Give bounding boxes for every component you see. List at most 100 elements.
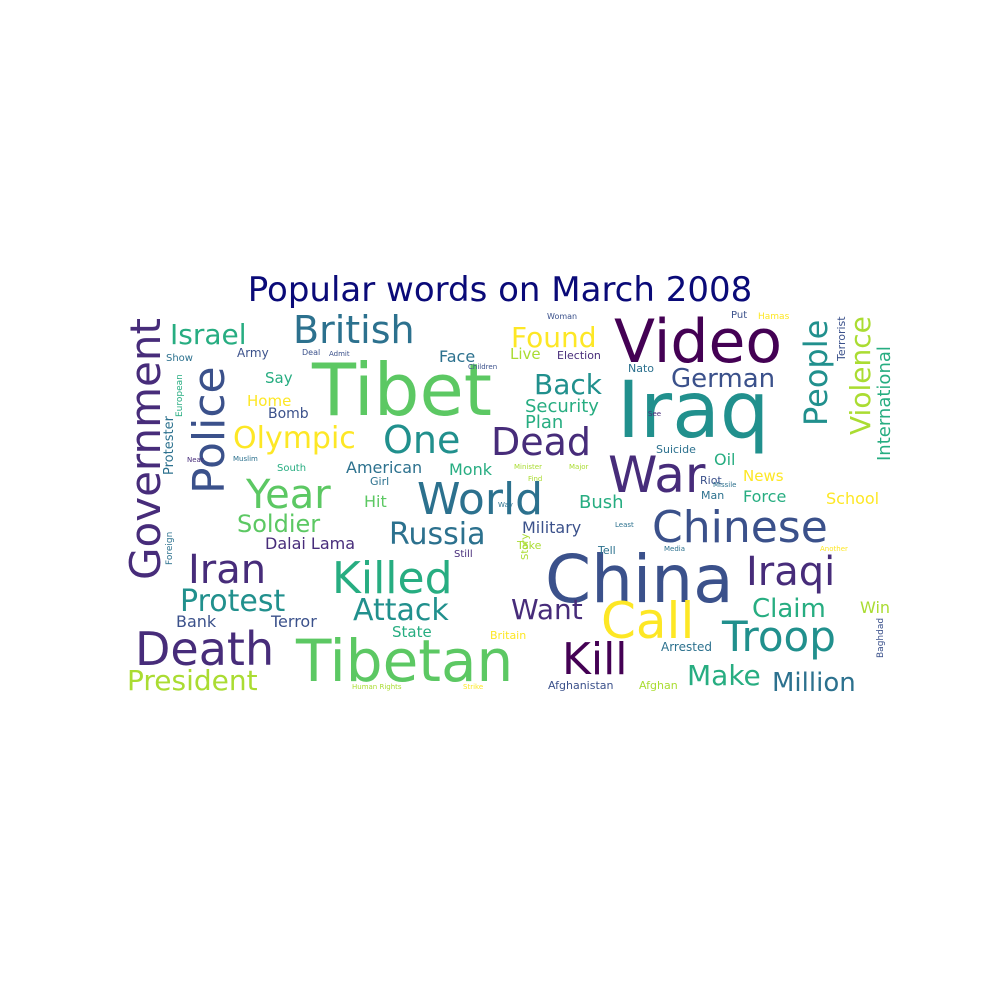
word-still: Still bbox=[454, 549, 473, 560]
word-make: Make bbox=[687, 659, 761, 692]
word-british: British bbox=[293, 308, 415, 352]
word-foreign: Foreign bbox=[165, 531, 175, 565]
word-international: International bbox=[874, 346, 895, 461]
word-army: Army bbox=[237, 346, 269, 360]
word-way: Way bbox=[498, 501, 513, 509]
word-terrorist: Terrorist bbox=[835, 316, 848, 361]
word-home: Home bbox=[247, 392, 292, 410]
word-american: American bbox=[346, 458, 423, 477]
word-minister: Minister bbox=[514, 463, 542, 471]
word-attack: Attack bbox=[353, 593, 449, 628]
word-missile: Missile bbox=[713, 481, 737, 489]
word-iraq: Iraq bbox=[617, 366, 770, 456]
word-israel: Israel bbox=[170, 318, 247, 351]
word-hamas: Hamas bbox=[758, 312, 790, 322]
word-afghan: Afghan bbox=[639, 679, 678, 692]
word-afghanistan: Afghanistan bbox=[548, 679, 614, 692]
word-least: Least bbox=[615, 521, 634, 529]
word-government: Government bbox=[121, 318, 170, 580]
word-tibetan: Tibetan bbox=[296, 627, 514, 695]
word-arrested: Arrested bbox=[661, 640, 712, 654]
word-terror: Terror bbox=[271, 612, 317, 631]
word-iran: Iran bbox=[188, 547, 267, 593]
word-bank: Bank bbox=[176, 612, 217, 631]
word-nato: Nato bbox=[628, 362, 655, 375]
word-say: Say bbox=[265, 369, 293, 387]
word-found: Found bbox=[511, 321, 597, 354]
word-near: Near bbox=[187, 456, 204, 464]
word-girl: Girl bbox=[370, 475, 390, 488]
word-bomb: Bomb bbox=[268, 406, 309, 422]
word-european: European bbox=[175, 374, 185, 417]
word-show: Show bbox=[166, 353, 193, 364]
word-tibet: Tibet bbox=[312, 348, 492, 432]
word-killed: Killed bbox=[332, 553, 453, 604]
word-election: Election bbox=[557, 349, 601, 362]
word-russia: Russia bbox=[389, 517, 486, 552]
word-monk: Monk bbox=[449, 460, 492, 479]
word-world: World bbox=[417, 474, 544, 525]
word-iraqi: Iraqi bbox=[746, 549, 836, 595]
word-win: Win bbox=[860, 598, 891, 617]
word-take: Take bbox=[517, 539, 542, 552]
word-media: Media bbox=[664, 545, 686, 553]
word-state: State bbox=[392, 623, 432, 641]
word-claim: Claim bbox=[752, 594, 826, 624]
word-woman: Woman bbox=[547, 312, 578, 321]
word-olympic: Olympic bbox=[233, 421, 356, 456]
word-deal: Deal bbox=[302, 348, 321, 357]
word-find: Find bbox=[528, 475, 543, 483]
word-force: Force bbox=[743, 487, 787, 506]
word-britain: Britain bbox=[490, 629, 527, 642]
word-human-rights: Human Rights bbox=[352, 683, 402, 691]
word-police: Police bbox=[184, 366, 235, 494]
word-strike: Strike bbox=[463, 683, 484, 691]
word-video: Video bbox=[614, 307, 783, 377]
word-school: School bbox=[826, 489, 880, 508]
word-war: War bbox=[608, 446, 706, 504]
word-violence: Violence bbox=[844, 316, 877, 435]
word-year: Year bbox=[246, 472, 331, 518]
word-riot: Riot bbox=[700, 474, 722, 487]
word-news: News bbox=[743, 467, 784, 485]
word-plan: Plan bbox=[525, 412, 564, 433]
word-face: Face bbox=[439, 347, 476, 366]
word-security: Security bbox=[525, 396, 599, 417]
word-baghdad: Baghdad bbox=[876, 617, 886, 658]
word-president: President bbox=[127, 664, 258, 697]
word-soldier: Soldier bbox=[237, 510, 321, 538]
word-children: Children bbox=[468, 363, 498, 371]
word-death: Death bbox=[135, 622, 275, 676]
word-people: People bbox=[797, 319, 835, 426]
word-live: Live bbox=[510, 345, 541, 363]
word-bush: Bush bbox=[579, 492, 624, 513]
chart-title: Popular words on March 2008 bbox=[247, 270, 753, 310]
word-muslim: Muslim bbox=[233, 455, 258, 463]
word-south: South bbox=[277, 463, 307, 474]
word-call: Call bbox=[601, 592, 695, 650]
word-put: Put bbox=[731, 310, 748, 321]
word-cloud bbox=[125, 312, 895, 697]
word-protest: Protest bbox=[180, 584, 286, 619]
word-one: One bbox=[383, 418, 461, 462]
word-oil: Oil bbox=[714, 450, 736, 469]
word-troop: Troop bbox=[722, 612, 836, 661]
word-want: Want bbox=[511, 593, 583, 626]
word-hit: Hit bbox=[364, 492, 387, 511]
word-admit: Admit bbox=[329, 350, 350, 358]
word-suicide: Suicide bbox=[656, 443, 696, 456]
word-back: Back bbox=[534, 368, 602, 401]
word-protester: Protester bbox=[162, 416, 177, 475]
word-million: Million bbox=[772, 668, 856, 698]
word-dead: Dead bbox=[491, 420, 592, 464]
word-kill: Kill bbox=[562, 634, 628, 685]
word-man: Man bbox=[701, 489, 725, 502]
word-military: Military bbox=[522, 518, 582, 537]
word-tell: Tell bbox=[598, 544, 616, 557]
word-china: China bbox=[545, 541, 734, 618]
word-german: German bbox=[671, 364, 776, 394]
word-dalai-lama: Dalai Lama bbox=[265, 534, 356, 553]
word-another: Another bbox=[820, 545, 848, 553]
word-major: Major bbox=[569, 463, 589, 471]
